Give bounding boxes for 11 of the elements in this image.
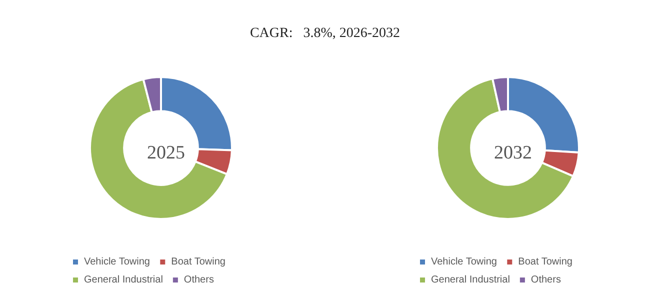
- legend-label: General Industrial: [431, 274, 510, 286]
- text: CAGR: 3.8%, 2026-2032: [248, 26, 402, 42]
- legend-label: Vehicle Towing: [84, 256, 150, 268]
- legend-label: Vehicle Towing: [431, 256, 497, 268]
- legend-label: Boat Towing: [518, 256, 572, 268]
- legend-label: Others: [184, 274, 214, 286]
- text: 2025: [147, 142, 185, 164]
- text: 2032: [494, 142, 532, 164]
- legend-label: Others: [530, 274, 561, 286]
- legend-label: General Industrial: [84, 274, 163, 286]
- legend-label: Boat Towing: [171, 256, 226, 268]
